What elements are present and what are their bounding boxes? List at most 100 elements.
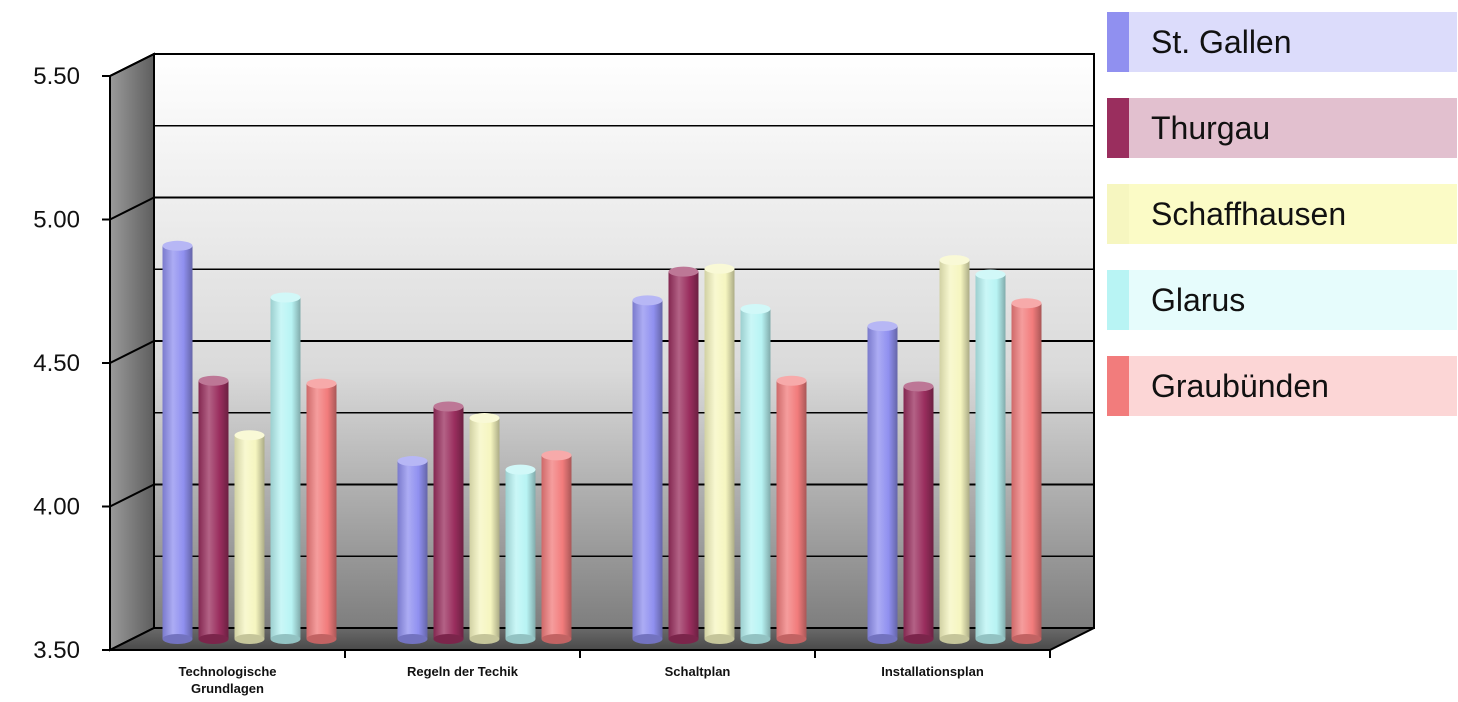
bar-1-3 — [632, 295, 663, 644]
category-label-line: Grundlagen — [191, 681, 264, 696]
bar-base — [270, 634, 301, 644]
bar-5-1 — [306, 378, 337, 644]
bar-2-2 — [433, 401, 464, 644]
x-category-labels: Technologische Grundlagen Regeln der Techi… — [179, 664, 984, 696]
bar-body — [668, 271, 699, 639]
bar-base — [505, 634, 536, 644]
bar-body — [270, 297, 301, 639]
bar-chart: 5.50 5.00 4.50 4.00 3.50 Technologische Grund… — [33, 52, 1095, 696]
bar-cap — [632, 295, 663, 306]
gridline-side — [109, 196, 155, 221]
bar-5-4 — [1011, 298, 1042, 644]
bar-base — [776, 634, 807, 644]
y-tick-label: 5.00 — [33, 207, 80, 234]
bar-cap — [270, 292, 301, 303]
bar-cap — [740, 303, 771, 314]
legend-label: Glarus — [1129, 270, 1457, 330]
bar-base — [668, 634, 699, 644]
bar-base — [939, 634, 970, 644]
bar-cap — [668, 266, 699, 277]
bar-base — [198, 634, 229, 644]
bar-cap — [1011, 298, 1042, 309]
bar-cap — [903, 381, 934, 392]
gridline-side — [109, 483, 155, 508]
bar-body — [776, 380, 807, 639]
x-category-label: Installationsplan — [881, 664, 984, 679]
legend-item: Schaffhausen — [1107, 184, 1457, 244]
bar-cap — [975, 269, 1006, 280]
x-category-label: Regeln der Techik — [407, 664, 519, 679]
x-category-label: Schaltplan — [665, 664, 731, 679]
bar-cap — [469, 413, 500, 424]
bar-base — [1011, 634, 1042, 644]
bar-4-3 — [740, 303, 771, 644]
legend-item: Glarus — [1107, 270, 1457, 330]
bar-4-2 — [505, 464, 536, 644]
bar-cap — [704, 263, 735, 274]
bar-base — [234, 634, 265, 644]
axes — [102, 75, 1051, 658]
bar-body — [234, 435, 265, 639]
bar-cap — [306, 378, 337, 389]
bar-cap — [162, 240, 193, 251]
bar-base — [541, 634, 572, 644]
bar-base — [433, 634, 464, 644]
bar-3-1 — [234, 430, 265, 644]
bar-cap — [939, 255, 970, 266]
bar-3-2 — [469, 413, 500, 644]
legend-item: St. Gallen — [1107, 12, 1457, 72]
bar-body — [704, 268, 735, 639]
bar-cap — [234, 430, 265, 441]
bar-1-2 — [397, 456, 428, 644]
bar-2-4 — [903, 381, 934, 644]
x-category-label: Technologische Grundlagen — [179, 664, 277, 696]
bar-body — [198, 380, 229, 639]
bar-5-2 — [541, 450, 572, 644]
bar-body — [740, 308, 771, 639]
legend: St. Gallen Thurgau Schaffhausen Glarus Graub… — [1107, 12, 1457, 442]
y-tick-label: 5.50 — [33, 63, 80, 90]
y-tick-labels: 5.50 5.00 4.50 4.00 3.50 — [33, 63, 80, 664]
y-tick-label: 4.50 — [33, 350, 80, 377]
bar-body — [306, 383, 337, 639]
legend-swatch — [1107, 356, 1129, 416]
bar-body — [541, 455, 572, 639]
bar-body — [433, 406, 464, 639]
bar-5-3 — [776, 375, 807, 644]
category-label-line: Regeln der Techik — [407, 664, 519, 679]
legend-label: Thurgau — [1129, 98, 1457, 158]
bar-1-4 — [867, 321, 898, 644]
bar-base — [704, 634, 735, 644]
legend-item: Graubünden — [1107, 356, 1457, 416]
gridlines — [109, 53, 1094, 557]
legend-label: St. Gallen — [1129, 12, 1457, 72]
legend-item: Thurgau — [1107, 98, 1457, 158]
bar-base — [632, 634, 663, 644]
bar-body — [505, 469, 536, 639]
bar-3-3 — [704, 263, 735, 644]
category-label-line: Schaltplan — [665, 664, 731, 679]
bar-body — [469, 418, 500, 639]
bar-1-1 — [162, 240, 193, 644]
bar-body — [975, 274, 1006, 639]
bar-cap — [505, 464, 536, 475]
bar-body — [632, 300, 663, 639]
bar-cap — [198, 375, 229, 386]
bar-base — [867, 634, 898, 644]
bar-body — [162, 245, 193, 639]
bar-2-1 — [198, 375, 229, 644]
bar-cap — [397, 456, 428, 467]
legend-label: Graubünden — [1129, 356, 1457, 416]
bar-base — [469, 634, 500, 644]
bar-base — [306, 634, 337, 644]
legend-swatch — [1107, 270, 1129, 330]
bar-3-4 — [939, 255, 970, 644]
bar-base — [397, 634, 428, 644]
legend-swatch — [1107, 12, 1129, 72]
bar-body — [939, 260, 970, 639]
bar-body — [867, 326, 898, 639]
gridline-side — [109, 340, 155, 364]
bar-cap — [433, 401, 464, 412]
gridline-side — [109, 53, 155, 77]
